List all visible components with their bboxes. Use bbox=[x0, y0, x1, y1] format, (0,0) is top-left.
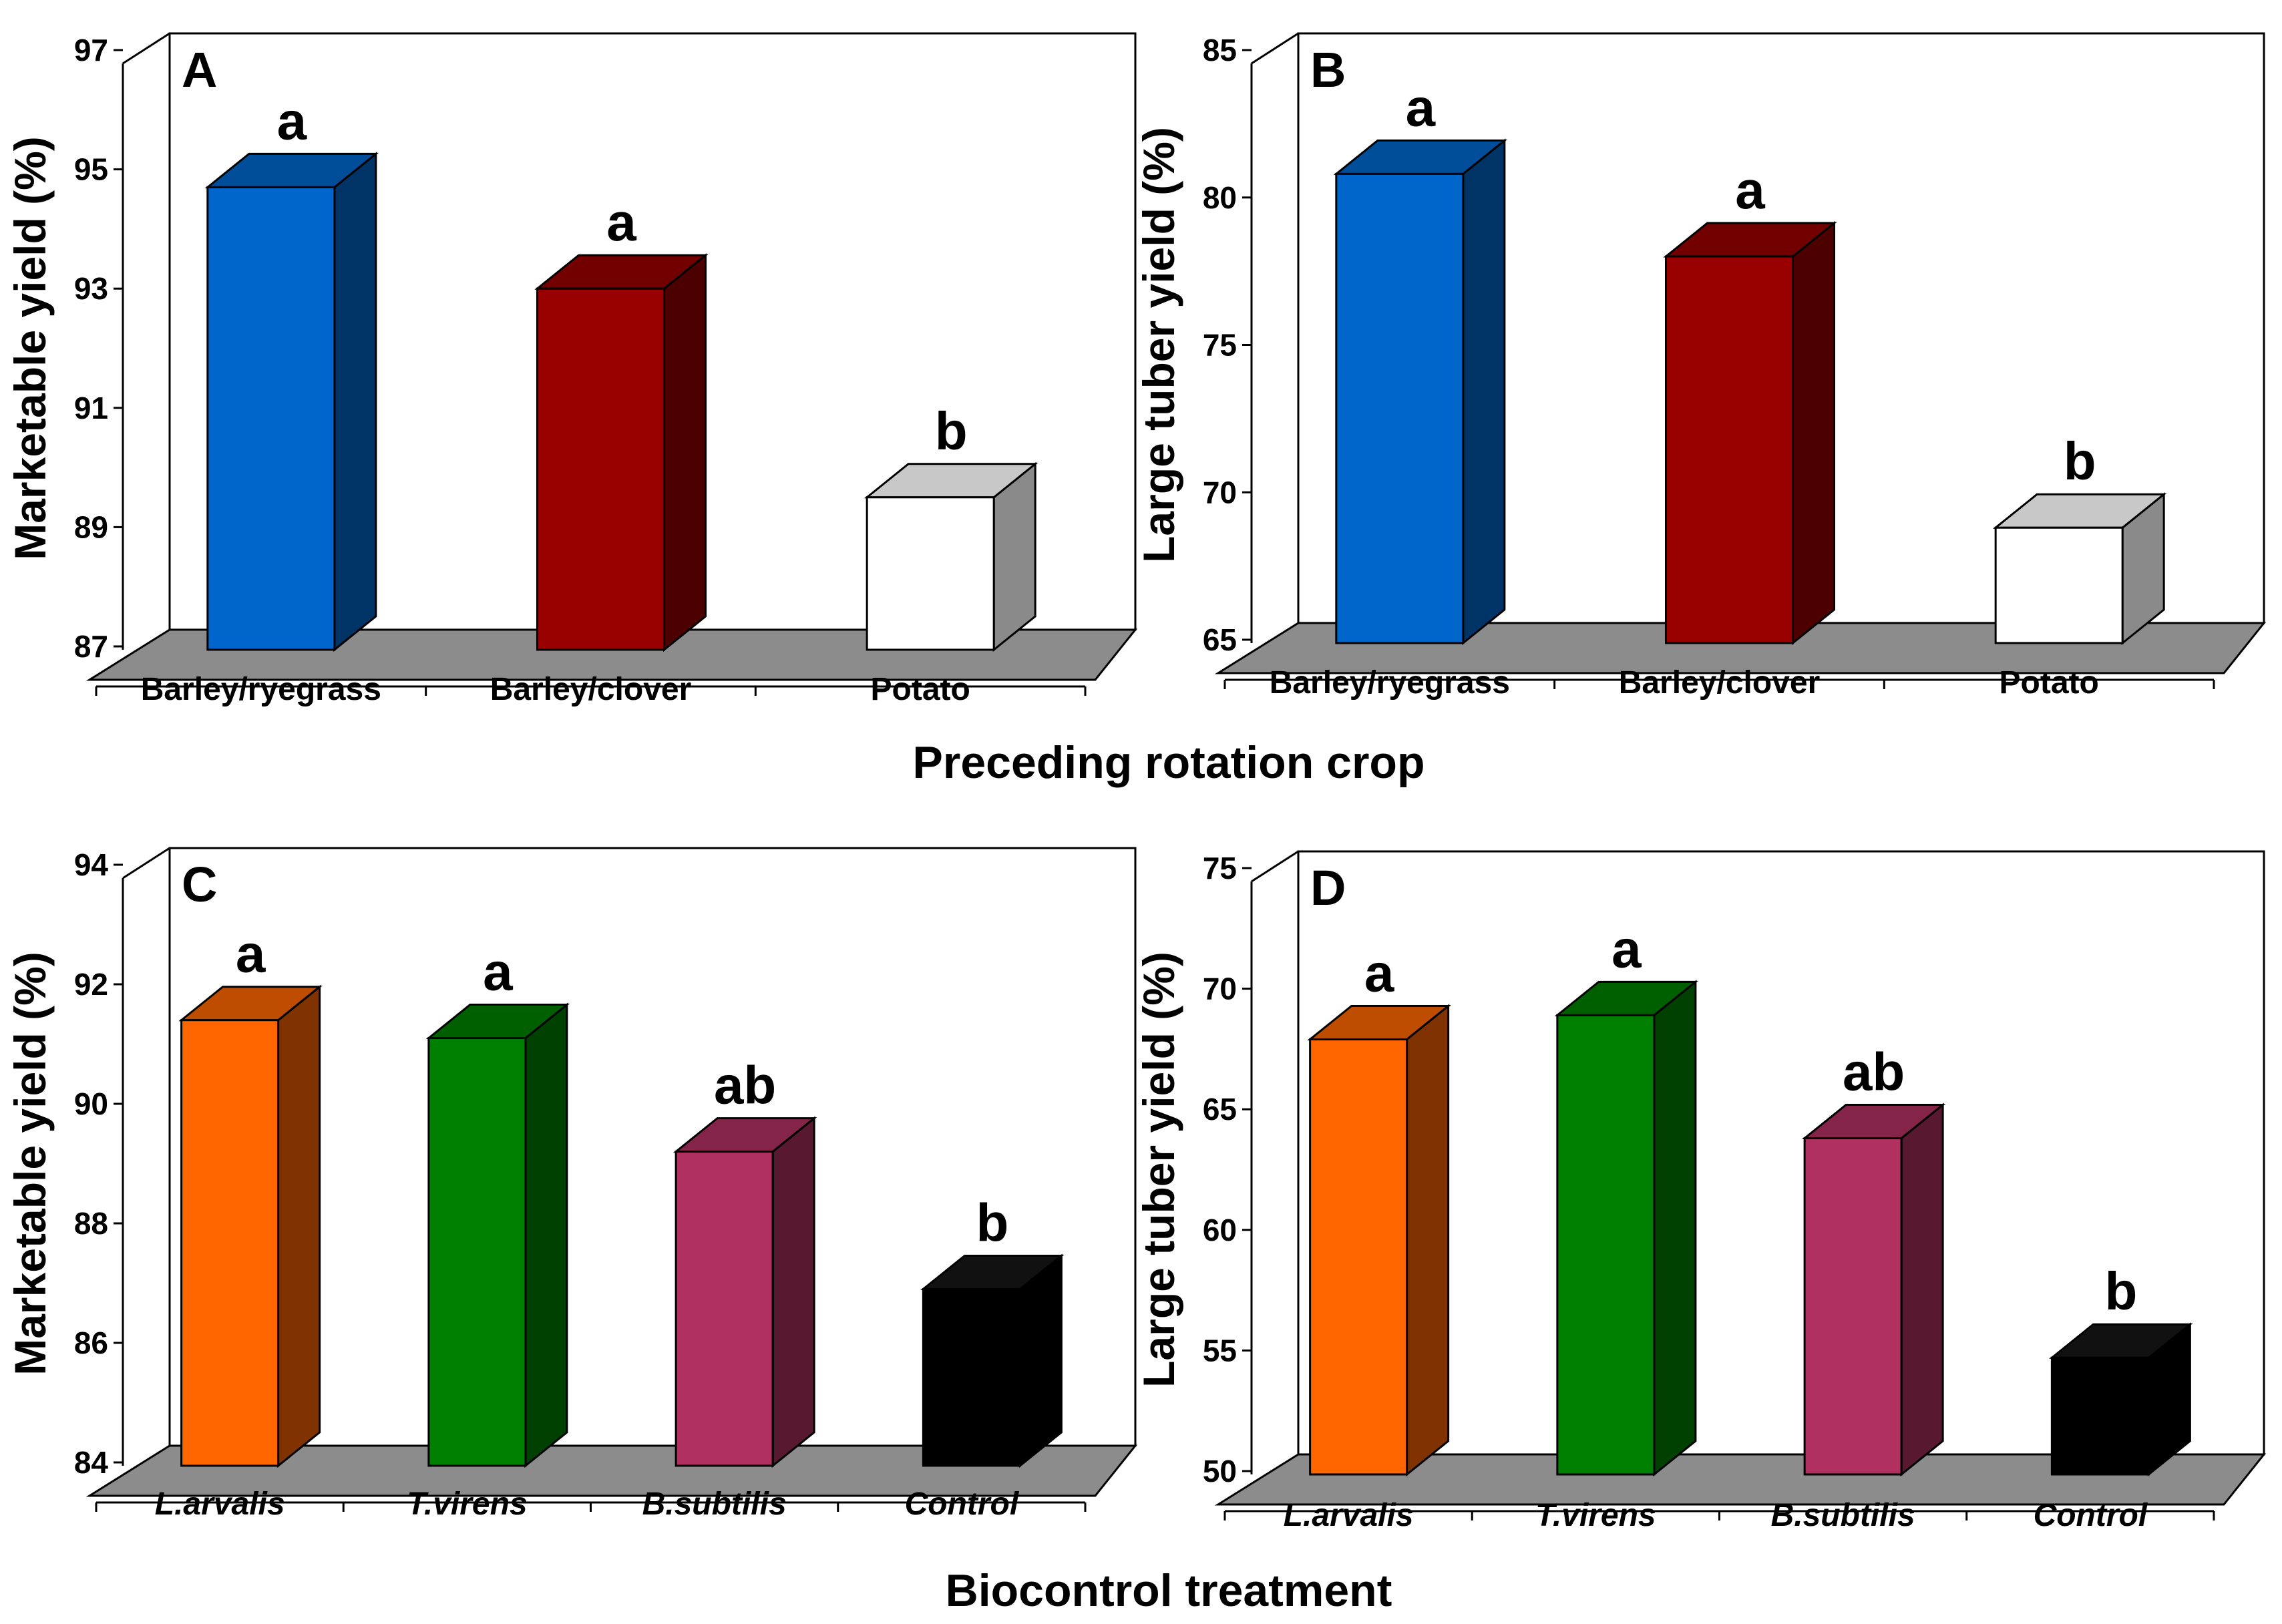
y-axis-connector bbox=[1251, 32, 1299, 65]
category-label: T.virens bbox=[1535, 1498, 1656, 1533]
bar-3 bbox=[866, 496, 995, 651]
y-tick-label: 88 bbox=[74, 1206, 108, 1241]
y-tick-label: 89 bbox=[74, 510, 108, 544]
bar-2 bbox=[427, 1037, 527, 1467]
category-label: Control bbox=[2034, 1498, 2148, 1533]
significance-label: b bbox=[976, 1193, 1008, 1252]
significance-label: a bbox=[1611, 919, 1642, 978]
bar-side-1 bbox=[1462, 138, 1506, 646]
significance-label: a bbox=[236, 924, 266, 984]
significance-label: ab bbox=[1843, 1042, 1905, 1102]
panel-d: 50 55 60 65 70 75 a L.arvalis a T.virens ab B.subti… bbox=[1134, 850, 2267, 1533]
group-title-top: Preceding rotation crop bbox=[913, 737, 1425, 788]
category-label: L.arvalis bbox=[1284, 1498, 1414, 1533]
significance-label: a bbox=[277, 91, 307, 150]
panel-b: 65 70 75 80 85 a Barley/ryegrass a Barley/clover… bbox=[1134, 32, 2267, 700]
y-axis-connector bbox=[122, 847, 170, 879]
panel-a: 87 89 91 93 95 97 a Barley/ryegrass a Barley/clov… bbox=[5, 32, 1138, 707]
group-title-bottom: Biocontrol treatment bbox=[946, 1565, 1392, 1616]
significance-label: b bbox=[935, 401, 968, 461]
category-label: L.arvalis bbox=[155, 1486, 285, 1522]
y-tick-label: 75 bbox=[1203, 328, 1237, 363]
y-tick-label: 70 bbox=[1203, 972, 1237, 1006]
category-label: Potato bbox=[871, 672, 970, 707]
y-axis-title: Marketable yield (%) bbox=[5, 136, 55, 560]
bar-side-2 bbox=[1792, 220, 1835, 646]
y-tick-label: 70 bbox=[1203, 475, 1237, 510]
plot-floor bbox=[1214, 1453, 2267, 1506]
y-tick-label: 85 bbox=[1203, 33, 1237, 67]
category-label: B.subtilis bbox=[1771, 1498, 1915, 1533]
panel-c: 84 86 88 90 92 94 a L.arvalis a T.virens ab B.subti… bbox=[5, 847, 1138, 1522]
y-tick-label: 65 bbox=[1203, 622, 1237, 657]
bar-side-1 bbox=[1406, 1004, 1450, 1477]
category-label: Barley/clover bbox=[1619, 665, 1821, 700]
y-tick-label: 86 bbox=[74, 1326, 108, 1360]
y-tick-label: 97 bbox=[74, 33, 108, 67]
y-tick-label: 75 bbox=[1203, 851, 1237, 885]
y-tick-label: 55 bbox=[1203, 1333, 1237, 1368]
significance-label: a bbox=[1364, 943, 1394, 1002]
panel-letter: B bbox=[1310, 42, 1346, 97]
bar-side-1 bbox=[333, 152, 377, 652]
significance-label: ab bbox=[714, 1056, 776, 1115]
category-label: Barley/clover bbox=[490, 672, 692, 707]
bar-1 bbox=[1309, 1038, 1408, 1476]
bar-side-2 bbox=[1653, 980, 1697, 1477]
significance-label: b bbox=[2064, 431, 2096, 491]
bar-side-1 bbox=[277, 984, 321, 1468]
plot-floor bbox=[85, 1444, 1138, 1497]
category-label: Control bbox=[905, 1486, 1020, 1522]
bar-3 bbox=[1803, 1137, 1903, 1476]
panel-letter: D bbox=[1310, 860, 1346, 916]
y-tick-label: 94 bbox=[74, 847, 109, 882]
y-axis-title: Large tuber yield (%) bbox=[1134, 952, 1183, 1388]
y-tick-label: 93 bbox=[74, 271, 108, 306]
bar-side-2 bbox=[663, 253, 707, 652]
bar-1 bbox=[180, 1019, 280, 1467]
category-label: T.virens bbox=[407, 1486, 528, 1522]
category-label: Potato bbox=[2000, 665, 2099, 700]
significance-label: a bbox=[606, 192, 636, 252]
y-tick-label: 87 bbox=[74, 629, 108, 664]
bar-side-4 bbox=[1018, 1253, 1063, 1468]
y-tick-label: 84 bbox=[74, 1445, 109, 1480]
y-axis-connector bbox=[1251, 850, 1299, 883]
category-label: B.subtilis bbox=[642, 1486, 787, 1522]
y-tick-label: 50 bbox=[1203, 1454, 1237, 1488]
y-tick-label: 80 bbox=[1203, 180, 1237, 215]
significance-label: a bbox=[1406, 77, 1436, 137]
bar-1 bbox=[1335, 172, 1465, 644]
y-tick-label: 95 bbox=[74, 152, 108, 187]
bar-2 bbox=[1556, 1014, 1656, 1476]
significance-label: a bbox=[483, 942, 513, 1002]
bar-2 bbox=[536, 287, 665, 651]
bar-4 bbox=[922, 1287, 1021, 1467]
y-tick-label: 65 bbox=[1203, 1092, 1237, 1127]
bar-side-3 bbox=[1900, 1102, 1944, 1477]
y-tick-label: 91 bbox=[74, 391, 108, 425]
panel-letter: A bbox=[182, 42, 217, 97]
y-axis-title: Marketable yield (%) bbox=[5, 952, 55, 1376]
y-tick-label: 92 bbox=[74, 967, 108, 1002]
bar-2 bbox=[1665, 255, 1794, 644]
panel-letter: C bbox=[182, 857, 217, 912]
bar-side-3 bbox=[771, 1116, 815, 1468]
chart-panels: 87 89 91 93 95 97 a Barley/ryegrass a Barley/clov… bbox=[5, 32, 2267, 1533]
significance-label: a bbox=[1735, 160, 1765, 220]
bar-3 bbox=[1994, 526, 2124, 644]
y-tick-label: 60 bbox=[1203, 1213, 1237, 1247]
y-axis-title: Large tuber yield (%) bbox=[1134, 127, 1183, 563]
y-axis-connector bbox=[122, 32, 170, 65]
significance-label: b bbox=[2104, 1261, 2137, 1321]
category-label: Barley/ryegrass bbox=[141, 672, 381, 707]
bar-1 bbox=[206, 186, 336, 651]
bar-3 bbox=[675, 1151, 774, 1467]
bar-4 bbox=[2050, 1356, 2150, 1476]
y-tick-label: 90 bbox=[74, 1086, 108, 1121]
category-label: Barley/ryegrass bbox=[1270, 665, 1510, 700]
bar-side-2 bbox=[524, 1002, 568, 1468]
